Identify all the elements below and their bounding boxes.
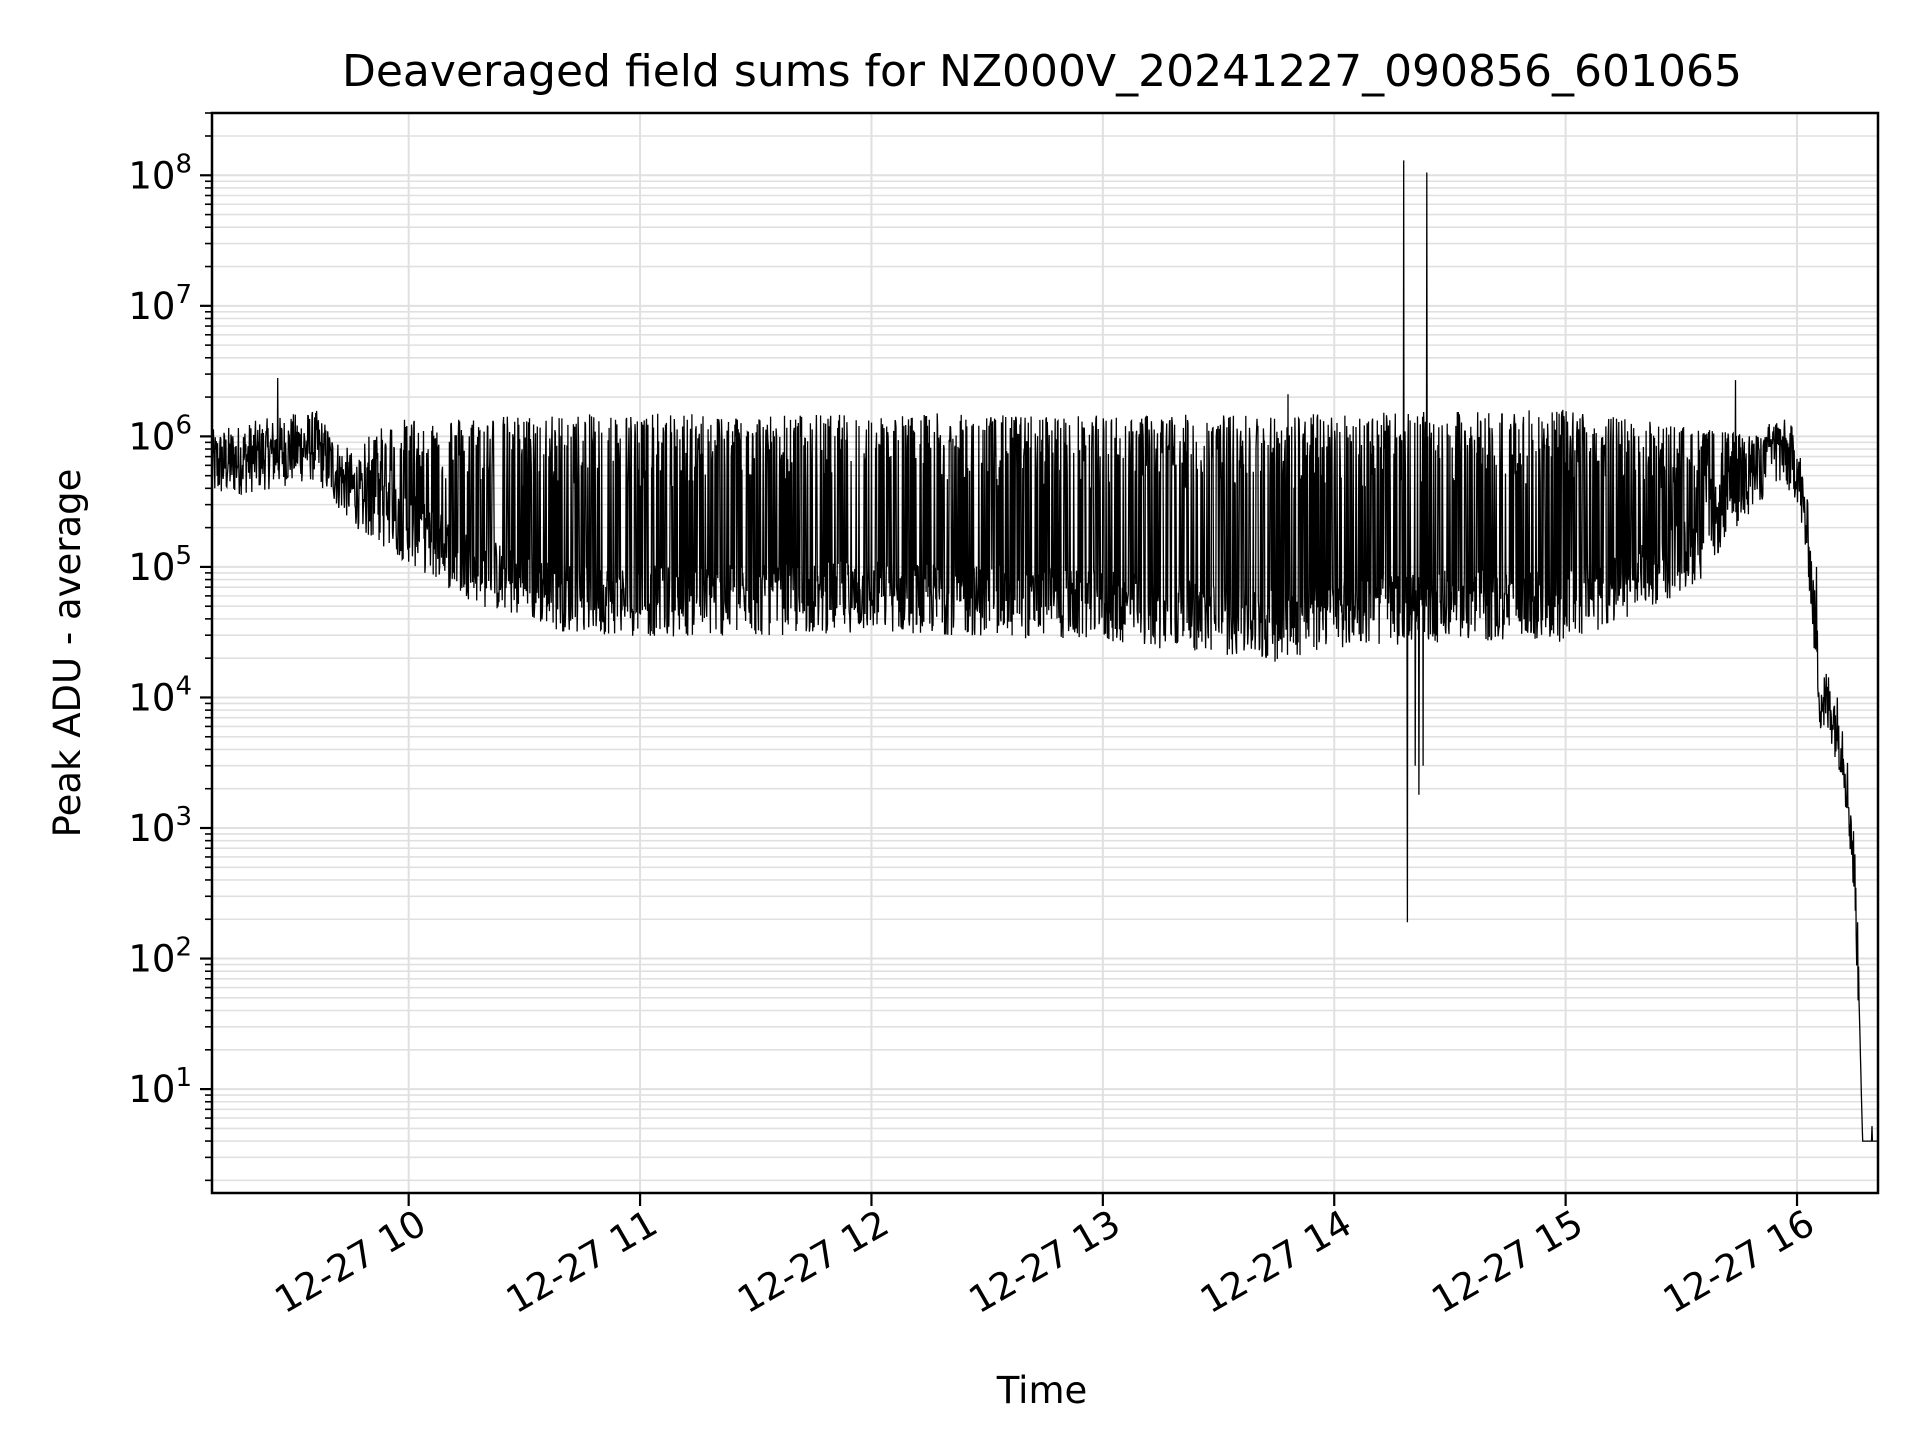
y-tick-exponent: 8 [175,149,192,179]
y-tick-label: 107 [128,280,192,328]
y-tick-exponent: 2 [175,933,192,963]
y-tick-exponent: 7 [175,280,192,310]
y-tick-base: 10 [128,1068,175,1111]
plot-frame [210,111,1880,1195]
y-tick-label: 105 [128,541,192,589]
y-tick-exponent: 6 [175,410,192,440]
series-line [211,160,1878,1142]
x-axis-label: Time [996,1369,1088,1412]
y-tick-label: 102 [128,933,192,981]
y-tick-exponent: 5 [175,541,192,571]
y-tick-label: 103 [128,802,192,850]
y-tick-exponent: 4 [175,671,192,701]
data-layer [211,160,1878,1142]
y-tick-base: 10 [128,415,175,458]
y-tick-base: 10 [128,676,175,719]
grid-layer [212,112,1878,1193]
y-tick-base: 10 [128,154,175,197]
y-axis-label: Peak ADU - average [46,469,89,838]
y-tick-base: 10 [128,807,175,850]
y-tick-base: 10 [128,938,175,981]
y-tick-base: 10 [128,546,175,589]
y-tick-label: 101 [128,1063,192,1111]
y-tick-label: 106 [128,410,192,458]
y-tick-exponent: 3 [175,802,192,832]
y-tick-exponent: 1 [175,1063,192,1093]
y-tick-label: 104 [128,671,192,719]
y-tick-label: 108 [128,149,192,197]
chart-title: Deaveraged field sums for NZ000V_2024122… [342,46,1742,97]
y-tick-base: 10 [128,285,175,328]
